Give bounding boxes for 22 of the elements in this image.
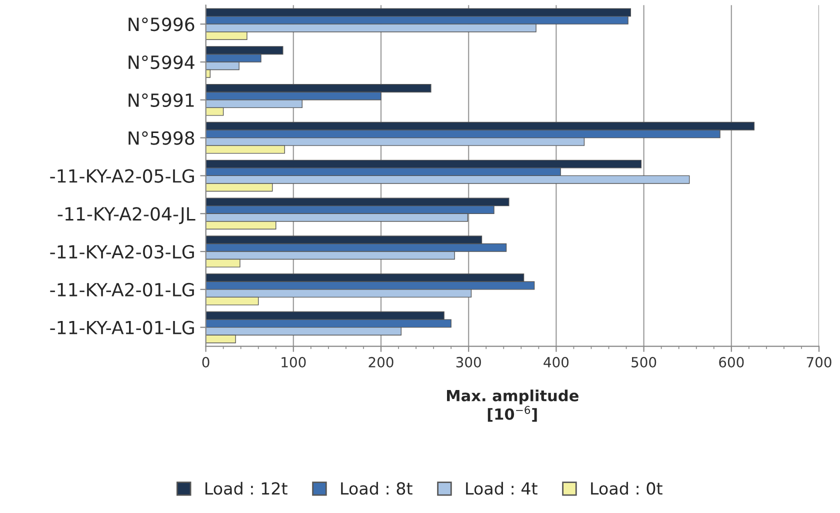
y-tick-label: -11-KY-A2-01-LG: [50, 282, 194, 297]
legend-label: Load : 0t: [591, 482, 662, 495]
y-tick-label: -11-KY-A1-01-LG: [50, 320, 194, 334]
legend-label: Load : 12t: [206, 482, 288, 495]
y-tick-label: -11-KY-A2-04-JL: [58, 207, 196, 224]
legend-label: Load : 4t: [466, 482, 538, 495]
x-tick-label: 300: [456, 356, 481, 368]
y-tick-label: -11-KY-A2-05-LG: [50, 169, 194, 183]
y-tick-label: -11-KY-A2-03-LG: [50, 244, 194, 259]
x-tick-label: 700: [806, 356, 832, 368]
x-tick-label: 200: [368, 356, 394, 368]
x-tick-label: 0: [202, 356, 210, 368]
x-tick-label: 500: [632, 356, 656, 368]
x-tick-label: 600: [719, 356, 744, 368]
legend-label: Load : 8t: [341, 482, 412, 495]
x-axis-title: Max. amplitude [10$^{−6}$]: [447, 390, 578, 422]
x-tick-label: 400: [544, 356, 569, 368]
y-tick-label: N°5991: [128, 93, 194, 108]
y-tick-label: N°5994: [128, 55, 194, 70]
y-tick-label: N°5998: [128, 131, 194, 145]
y-tick-label: N°5996: [128, 18, 194, 32]
x-tick-label: 100: [282, 356, 306, 368]
